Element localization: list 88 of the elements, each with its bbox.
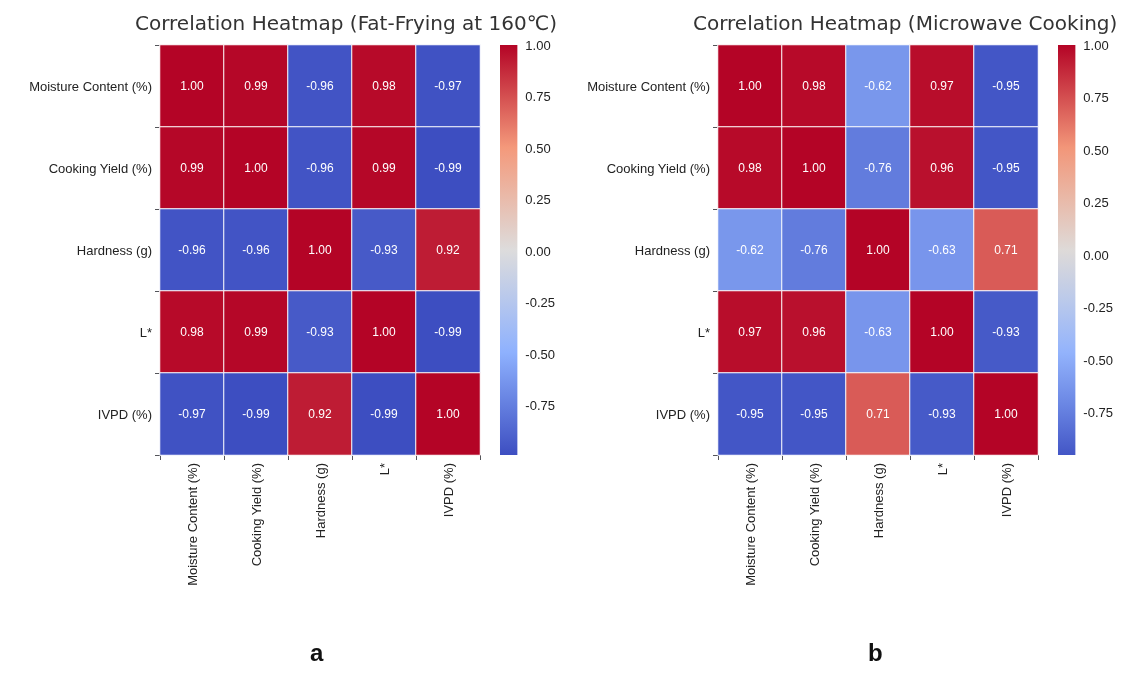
y-tick-label: Moisture Content (%) bbox=[29, 78, 152, 94]
color-bar-label: 1.00 bbox=[1083, 37, 1109, 53]
data-label: -0.96 bbox=[306, 79, 334, 93]
chart-title: Correlation Heatmap (Microwave Cooking) bbox=[693, 11, 1118, 35]
data-label: -0.93 bbox=[928, 407, 956, 421]
data-label: -0.62 bbox=[864, 79, 892, 93]
data-label: 0.92 bbox=[436, 243, 460, 257]
data-label: -0.95 bbox=[992, 79, 1020, 93]
color-bar-label: 0.75 bbox=[525, 89, 551, 105]
y-tick-label: Hardness (g) bbox=[76, 242, 152, 258]
data-label: -0.96 bbox=[242, 243, 270, 257]
data-label: -0.93 bbox=[370, 243, 398, 257]
data-label: 1.00 bbox=[930, 325, 954, 339]
data-label: -0.97 bbox=[434, 79, 462, 93]
data-label: 0.99 bbox=[244, 325, 268, 339]
data-label: -0.99 bbox=[242, 407, 270, 421]
data-label: -0.93 bbox=[306, 325, 334, 339]
data-label: -0.76 bbox=[800, 243, 828, 257]
text: a bbox=[310, 638, 324, 666]
x-tick-label: Hardness (g) bbox=[312, 463, 328, 539]
x-tick-label: L* bbox=[376, 463, 392, 476]
data-label: -0.95 bbox=[800, 407, 828, 421]
color-bar-label: 0.25 bbox=[1083, 195, 1109, 211]
data-label: 1.00 bbox=[308, 243, 332, 257]
color-bar-label: 0.75 bbox=[1083, 90, 1109, 106]
text: b bbox=[868, 638, 883, 666]
x-tick-label: IVPD (%) bbox=[998, 463, 1014, 518]
data-label: 0.98 bbox=[372, 79, 396, 93]
data-label: 1.00 bbox=[802, 161, 826, 175]
data-label: 0.96 bbox=[930, 161, 954, 175]
data-label: 1.00 bbox=[866, 243, 890, 257]
data-label: -0.96 bbox=[306, 161, 334, 175]
x-tick-label: Cooking Yield (%) bbox=[806, 463, 822, 567]
data-label: -0.99 bbox=[370, 407, 398, 421]
x-tick-label: L* bbox=[934, 463, 950, 476]
color-bar-label: -0.25 bbox=[1083, 300, 1114, 316]
data-label: 1.00 bbox=[180, 79, 204, 93]
data-label: 0.96 bbox=[802, 325, 826, 339]
data-label: -0.99 bbox=[434, 161, 462, 175]
color-bar-label: 0.00 bbox=[1083, 247, 1109, 263]
color-bar-label: 0.50 bbox=[1083, 142, 1109, 158]
color-bar-label: -0.25 bbox=[525, 295, 556, 311]
data-label: 1.00 bbox=[738, 79, 762, 93]
data-label: 0.98 bbox=[180, 325, 204, 339]
data-label: -0.93 bbox=[992, 325, 1020, 339]
data-label: 0.71 bbox=[866, 407, 890, 421]
color-bar-label: -0.75 bbox=[1083, 405, 1114, 421]
data-label: -0.97 bbox=[178, 407, 206, 421]
data-label: 1.00 bbox=[436, 407, 460, 421]
data-label: 0.99 bbox=[180, 161, 204, 175]
data-label: -0.62 bbox=[736, 243, 764, 257]
y-tick-label: Cooking Yield (%) bbox=[606, 160, 710, 176]
data-label: 0.98 bbox=[802, 79, 826, 93]
color-bar-label: -0.75 bbox=[525, 398, 556, 414]
data-label: 0.97 bbox=[930, 79, 954, 93]
y-tick-label: L* bbox=[697, 324, 710, 340]
data-label: -0.99 bbox=[434, 325, 462, 339]
data-label: 0.99 bbox=[372, 161, 396, 175]
color-bar-label: 0.00 bbox=[525, 243, 551, 259]
data-label: -0.96 bbox=[178, 243, 206, 257]
data-label: -0.95 bbox=[736, 407, 764, 421]
data-label: 0.98 bbox=[738, 161, 762, 175]
data-label: -0.76 bbox=[864, 161, 892, 175]
x-tick-label: Hardness (g) bbox=[870, 463, 886, 539]
data-label: 0.71 bbox=[994, 243, 1018, 257]
chart-title: Correlation Heatmap (Fat-Frying at 160℃) bbox=[135, 11, 557, 35]
data-label: 0.92 bbox=[308, 407, 332, 421]
data-label: -0.95 bbox=[992, 161, 1020, 175]
data-label: 1.00 bbox=[244, 161, 268, 175]
data-label: 1.00 bbox=[372, 325, 396, 339]
color-bar-label: 1.00 bbox=[525, 37, 551, 53]
data-label: -0.63 bbox=[928, 243, 956, 257]
y-tick-label: L* bbox=[139, 324, 152, 340]
y-tick-label: IVPD (%) bbox=[655, 406, 710, 422]
y-tick-label: Cooking Yield (%) bbox=[48, 160, 152, 176]
y-tick-label: Moisture Content (%) bbox=[587, 78, 710, 94]
color-bar-label: 0.50 bbox=[525, 140, 551, 156]
data-label: -0.63 bbox=[864, 325, 892, 339]
color-bar-label: -0.50 bbox=[525, 346, 556, 362]
y-tick-label: IVPD (%) bbox=[97, 406, 152, 422]
x-tick-label: IVPD (%) bbox=[440, 463, 456, 518]
x-tick-label: Cooking Yield (%) bbox=[248, 463, 264, 567]
color-bar-label: 0.25 bbox=[525, 192, 551, 208]
data-label: 0.97 bbox=[738, 325, 762, 339]
color-bar-label: -0.50 bbox=[1083, 352, 1114, 368]
data-label: 0.99 bbox=[244, 79, 268, 93]
data-label: 1.00 bbox=[994, 407, 1018, 421]
y-tick-label: Hardness (g) bbox=[634, 242, 710, 258]
